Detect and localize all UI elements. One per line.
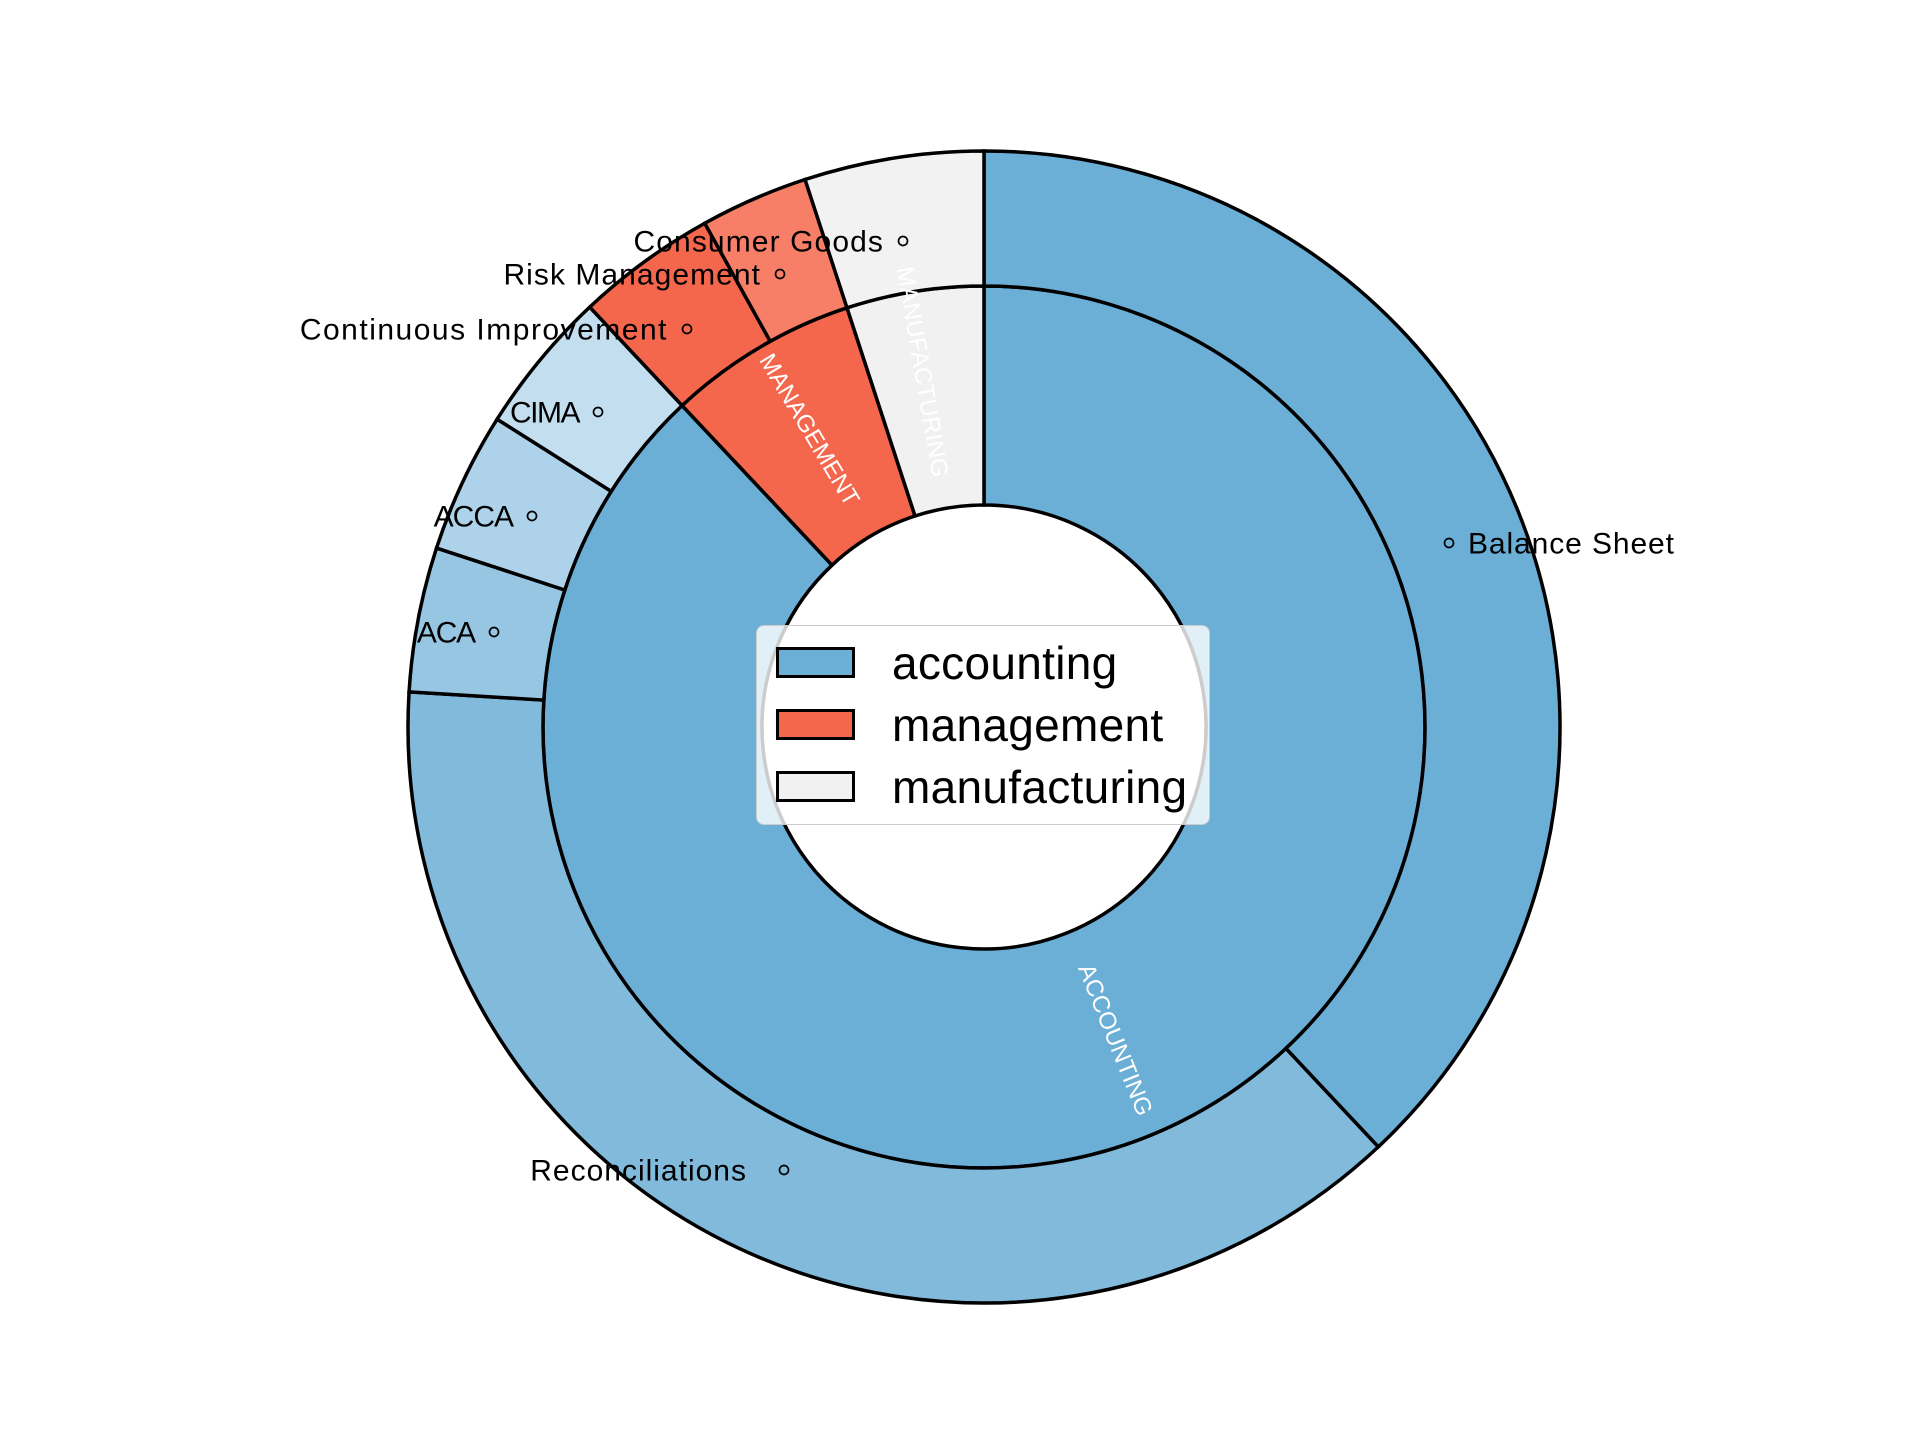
svg-text:Consumer Goods: Consumer Goods: [633, 226, 884, 259]
svg-text:Balance Sheet: Balance Sheet: [1468, 528, 1675, 561]
svg-text:Reconciliations: Reconciliations: [530, 1155, 747, 1188]
svg-text:ACA: ACA: [417, 617, 476, 650]
svg-text:CIMA: CIMA: [510, 397, 580, 430]
svg-text:Continuous Improvement: Continuous Improvement: [300, 314, 668, 347]
svg-text:ACCA: ACCA: [434, 501, 514, 534]
svg-text:Risk Management: Risk Management: [503, 259, 761, 292]
